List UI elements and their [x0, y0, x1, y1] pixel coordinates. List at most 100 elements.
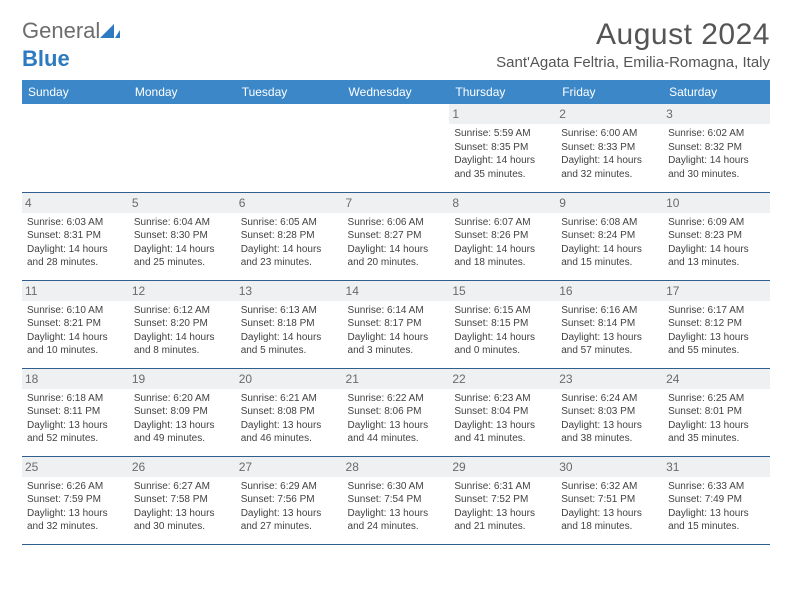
daylight-line: Daylight: 13 hours and 44 minutes. — [348, 419, 445, 446]
sunrise-line: Sunrise: 6:13 AM — [241, 304, 338, 318]
day-number: 5 — [129, 193, 236, 213]
calendar-day-cell — [129, 104, 236, 192]
calendar-day-cell: 25Sunrise: 6:26 AMSunset: 7:59 PMDayligh… — [22, 456, 129, 544]
calendar-day-cell: 5Sunrise: 6:04 AMSunset: 8:30 PMDaylight… — [129, 192, 236, 280]
sunrise-line: Sunrise: 6:29 AM — [241, 480, 338, 494]
logo: General Blue — [22, 18, 120, 72]
sunrise-line: Sunrise: 6:22 AM — [348, 392, 445, 406]
day-number: 30 — [556, 457, 663, 477]
calendar-day-cell: 20Sunrise: 6:21 AMSunset: 8:08 PMDayligh… — [236, 368, 343, 456]
calendar-week-row: 1 Sunrise: 5:59 AMSunset: 8:35 PM Daylight… — [22, 104, 770, 192]
calendar-day-cell: 24Sunrise: 6:25 AMSunset: 8:01 PMDayligh… — [663, 368, 770, 456]
sunset-line: Sunset: 7:56 PM — [241, 493, 338, 507]
calendar-day-cell: 9Sunrise: 6:08 AMSunset: 8:24 PMDaylight… — [556, 192, 663, 280]
calendar-body: 1 Sunrise: 5:59 AMSunset: 8:35 PM Daylight… — [22, 104, 770, 544]
daylight-line: Daylight: 13 hours and 49 minutes. — [134, 419, 231, 446]
sunset-line: Sunset: 8:35 PM — [454, 141, 551, 155]
sunset-line: Sunset: 8:06 PM — [348, 405, 445, 419]
calendar-day-cell: 12Sunrise: 6:12 AMSunset: 8:20 PMDayligh… — [129, 280, 236, 368]
day-number: 14 — [343, 281, 450, 301]
day-number: 15 — [449, 281, 556, 301]
sunrise-line: Sunrise: 6:26 AM — [27, 480, 124, 494]
sunrise-line: Sunrise: 6:09 AM — [668, 216, 765, 230]
day-number: 3 — [663, 104, 770, 124]
day-number: 1 — [449, 104, 556, 124]
calendar-head: SundayMondayTuesdayWednesdayThursdayFrid… — [22, 80, 770, 104]
day-header: Wednesday — [343, 80, 450, 104]
daylight-line: Daylight: 14 hours and 20 minutes. — [348, 243, 445, 270]
calendar-day-cell: 15Sunrise: 6:15 AMSunset: 8:15 PMDayligh… — [449, 280, 556, 368]
sunset-line: Sunset: 8:27 PM — [348, 229, 445, 243]
daylight-line: Daylight: 13 hours and 57 minutes. — [561, 331, 658, 358]
sunset-line: Sunset: 7:52 PM — [454, 493, 551, 507]
sunrise-line: Sunrise: 6:17 AM — [668, 304, 765, 318]
day-number: 2 — [556, 104, 663, 124]
day-number: 16 — [556, 281, 663, 301]
sunrise-line: Sunrise: 6:06 AM — [348, 216, 445, 230]
sunrise-line: Sunrise: 6:18 AM — [27, 392, 124, 406]
daylight-line: Daylight: 13 hours and 24 minutes. — [348, 507, 445, 534]
sunrise-line: Sunrise: 6:02 AM — [668, 127, 765, 141]
daylight-line: Daylight: 13 hours and 21 minutes. — [454, 507, 551, 534]
day-header-row: SundayMondayTuesdayWednesdayThursdayFrid… — [22, 80, 770, 104]
day-number: 26 — [129, 457, 236, 477]
sunrise-line: Sunrise: 6:04 AM — [134, 216, 231, 230]
calendar-day-cell: 16Sunrise: 6:16 AMSunset: 8:14 PMDayligh… — [556, 280, 663, 368]
daylight-line: Daylight: 14 hours and 23 minutes. — [241, 243, 338, 270]
day-number: 25 — [22, 457, 129, 477]
daylight-line: Daylight: 14 hours and 13 minutes. — [668, 243, 765, 270]
sunset-line: Sunset: 8:17 PM — [348, 317, 445, 331]
daylight-line: Daylight: 13 hours and 38 minutes. — [561, 419, 658, 446]
calendar-week-row: 11Sunrise: 6:10 AMSunset: 8:21 PMDayligh… — [22, 280, 770, 368]
daylight-line: Daylight: 13 hours and 52 minutes. — [27, 419, 124, 446]
sunrise-line: Sunrise: 6:30 AM — [348, 480, 445, 494]
sunrise-line: Sunrise: 6:31 AM — [454, 480, 551, 494]
calendar-day-cell: 1Sunrise: 5:59 AMSunset: 8:35 PMDaylight… — [449, 104, 556, 192]
calendar-day-cell: 31Sunrise: 6:33 AMSunset: 7:49 PMDayligh… — [663, 456, 770, 544]
calendar-day-cell: 4Sunrise: 6:03 AMSunset: 8:31 PMDaylight… — [22, 192, 129, 280]
calendar-day-cell: 30 Sunrise: 6:32 AMSunset: 7:51 PMDayligh… — [556, 456, 663, 544]
calendar-day-cell: 22Sunrise: 6:23 AMSunset: 8:04 PMDayligh… — [449, 368, 556, 456]
sunrise-line: Sunrise: 6:05 AM — [241, 216, 338, 230]
day-number: 21 — [343, 369, 450, 389]
day-number: 22 — [449, 369, 556, 389]
sunrise-line: Sunrise: 6:32 AM — [561, 480, 658, 494]
sunset-line: Sunset: 8:28 PM — [241, 229, 338, 243]
calendar-day-cell: 21 Sunrise: 6:22 AMSunset: 8:06 PMDayligh… — [343, 368, 450, 456]
sunset-line: Sunset: 8:12 PM — [668, 317, 765, 331]
daylight-line: Daylight: 13 hours and 55 minutes. — [668, 331, 765, 358]
day-number: 17 — [663, 281, 770, 301]
daylight-line: Daylight: 14 hours and 18 minutes. — [454, 243, 551, 270]
sunset-line: Sunset: 7:51 PM — [561, 493, 658, 507]
daylight-line: Daylight: 13 hours and 15 minutes. — [668, 507, 765, 534]
sunrise-line: Sunrise: 6:33 AM — [668, 480, 765, 494]
calendar-day-cell: 23Sunrise: 6:24 AMSunset: 8:03 PMDayligh… — [556, 368, 663, 456]
daylight-line: Daylight: 14 hours and 30 minutes. — [668, 154, 765, 181]
calendar-day-cell: 28Sunrise: 6:30 AMSunset: 7:54 PMDayligh… — [343, 456, 450, 544]
sunrise-line: Sunrise: 5:59 AM — [454, 127, 551, 141]
sunset-line: Sunset: 8:20 PM — [134, 317, 231, 331]
calendar-week-row: 25Sunrise: 6:26 AMSunset: 7:59 PMDayligh… — [22, 456, 770, 544]
sunset-line: Sunset: 8:14 PM — [561, 317, 658, 331]
calendar-day-cell: 6Sunrise: 6:05 AMSunset: 8:28 PMDaylight… — [236, 192, 343, 280]
sunset-line: Sunset: 8:26 PM — [454, 229, 551, 243]
daylight-line: Daylight: 13 hours and 30 minutes. — [134, 507, 231, 534]
sunrise-line: Sunrise: 6:15 AM — [454, 304, 551, 318]
daylight-line: Daylight: 13 hours and 18 minutes. — [561, 507, 658, 534]
sunset-line: Sunset: 8:15 PM — [454, 317, 551, 331]
sunrise-line: Sunrise: 6:07 AM — [454, 216, 551, 230]
sunset-line: Sunset: 8:09 PM — [134, 405, 231, 419]
calendar-day-cell: 17 Sunrise: 6:17 AMSunset: 8:12 PMDayligh… — [663, 280, 770, 368]
month-title: August 2024 — [496, 18, 770, 52]
day-number: 8 — [449, 193, 556, 213]
title-block: August 2024 Sant'Agata Feltria, Emilia-R… — [496, 18, 770, 71]
day-number: 23 — [556, 369, 663, 389]
calendar-day-cell — [22, 104, 129, 192]
day-number: 12 — [129, 281, 236, 301]
calendar-day-cell: 27Sunrise: 6:29 AMSunset: 7:56 PMDayligh… — [236, 456, 343, 544]
daylight-line: Daylight: 14 hours and 25 minutes. — [134, 243, 231, 270]
sunset-line: Sunset: 8:03 PM — [561, 405, 658, 419]
day-number: 20 — [236, 369, 343, 389]
calendar-day-cell: 14Sunrise: 6:14 AMSunset: 8:17 PMDayligh… — [343, 280, 450, 368]
calendar-day-cell: 26Sunrise: 6:27 AMSunset: 7:58 PMDayligh… — [129, 456, 236, 544]
